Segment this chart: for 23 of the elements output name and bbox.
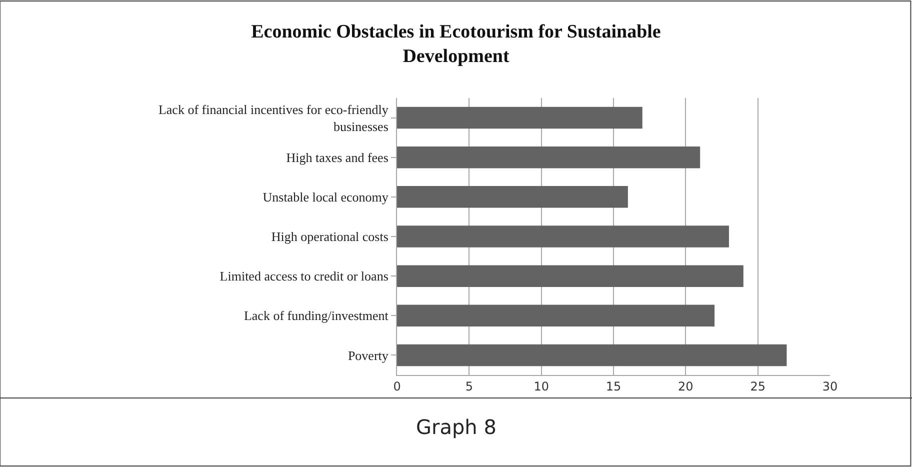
bar bbox=[397, 344, 787, 366]
y-tick-label: Lack of financial incentives for eco-friendly businesses bbox=[158, 102, 389, 134]
x-tick-label: 5 bbox=[465, 379, 473, 394]
y-tick-label: Unstable local economy bbox=[262, 189, 389, 204]
x-tick-label: 20 bbox=[678, 379, 694, 394]
x-tick-label: 10 bbox=[534, 379, 549, 394]
x-tick-label: 30 bbox=[822, 379, 838, 394]
y-tick-label: Poverty bbox=[348, 348, 389, 363]
y-tick-label: Limited access to credit or loans bbox=[220, 268, 388, 284]
x-tick-label: 25 bbox=[750, 379, 766, 394]
x-tick-label: 15 bbox=[606, 379, 622, 394]
bar bbox=[397, 265, 744, 287]
y-tick-label: Lack of funding/investment bbox=[244, 308, 389, 324]
bar bbox=[397, 226, 729, 248]
bar bbox=[397, 186, 628, 208]
y-tick-label: High taxes and fees bbox=[286, 150, 388, 165]
chart-title: Economic Obstacles in Ecotourism for Sustainable Development bbox=[251, 21, 661, 68]
caption: Graph 8 bbox=[416, 415, 496, 439]
bar bbox=[397, 304, 715, 327]
x-tick-label: 0 bbox=[393, 379, 401, 394]
y-tick-label: High operational costs bbox=[271, 229, 388, 244]
bar bbox=[397, 106, 642, 129]
bar bbox=[397, 146, 700, 168]
